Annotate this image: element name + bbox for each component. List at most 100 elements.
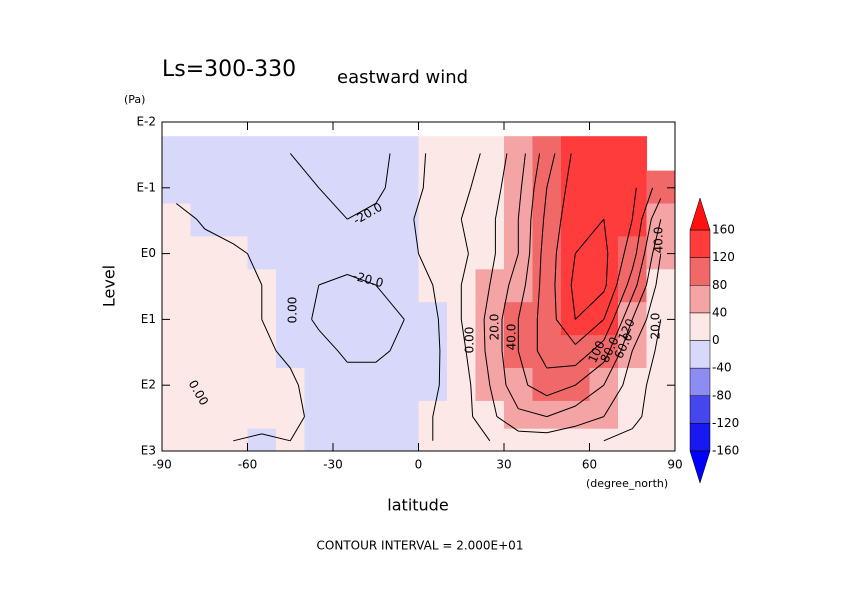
colorbar-label: -160 bbox=[712, 444, 739, 458]
field-cell bbox=[589, 400, 619, 430]
field-cell bbox=[646, 302, 675, 336]
y-tick-label: E0 bbox=[141, 246, 156, 260]
field-cell bbox=[390, 170, 419, 204]
field-cell bbox=[561, 400, 590, 430]
field-cell bbox=[247, 236, 277, 270]
field-cell bbox=[475, 170, 505, 204]
colorbar-band bbox=[689, 367, 711, 396]
field-cell bbox=[475, 203, 505, 237]
field-cell bbox=[162, 302, 191, 336]
field-cell bbox=[361, 236, 391, 270]
colorbar-band bbox=[689, 395, 711, 424]
field-cell bbox=[532, 269, 562, 303]
field-cell bbox=[190, 236, 220, 270]
field-cell bbox=[276, 335, 305, 369]
field-cell bbox=[247, 428, 277, 451]
x-tick-label: 60 bbox=[582, 458, 597, 472]
contour-label: 40.0 bbox=[652, 227, 666, 254]
field-cell bbox=[219, 170, 248, 204]
field-cell bbox=[247, 335, 277, 369]
contour-line bbox=[517, 153, 662, 397]
field-cell bbox=[504, 367, 533, 402]
field-cell bbox=[646, 269, 675, 303]
field-cell bbox=[333, 400, 362, 430]
field-cell bbox=[361, 302, 391, 336]
field-cell bbox=[190, 400, 220, 430]
field-cell bbox=[618, 367, 647, 402]
field-cell bbox=[418, 367, 448, 402]
field-cell bbox=[190, 170, 220, 204]
contour-line bbox=[175, 153, 441, 442]
field-cell bbox=[190, 428, 220, 451]
x-tick-label: 0 bbox=[415, 458, 423, 472]
field-cell bbox=[304, 136, 334, 172]
field-cell bbox=[276, 400, 305, 430]
colorbar-band bbox=[689, 285, 711, 314]
field-cell bbox=[361, 428, 391, 451]
field-cell bbox=[532, 428, 562, 451]
field-cell bbox=[561, 428, 590, 451]
field-cell bbox=[361, 136, 391, 172]
chart-subtitle: eastward wind bbox=[337, 67, 468, 88]
field-cell bbox=[276, 203, 305, 237]
contour-label: 20.0 bbox=[488, 314, 502, 341]
field-cell bbox=[333, 335, 362, 369]
contour-line bbox=[460, 153, 662, 442]
contour-line bbox=[554, 153, 637, 345]
field-cell bbox=[447, 400, 476, 430]
field-cell bbox=[333, 302, 362, 336]
field-cell bbox=[532, 203, 562, 237]
field-cell bbox=[162, 367, 191, 402]
field-cell bbox=[589, 269, 619, 303]
field-cell bbox=[561, 335, 590, 369]
field-cell bbox=[162, 269, 191, 303]
y-unit: (Pa) bbox=[124, 93, 145, 106]
colorbar-band bbox=[689, 229, 711, 258]
field-cell bbox=[190, 302, 220, 336]
field-cell bbox=[561, 203, 590, 237]
field-cell bbox=[475, 400, 505, 430]
field-cell bbox=[390, 400, 419, 430]
field-cell bbox=[532, 236, 562, 270]
field-cell bbox=[390, 236, 419, 270]
field-cell bbox=[333, 428, 362, 451]
field-cell bbox=[418, 136, 448, 172]
x-unit: (degree_north) bbox=[586, 477, 668, 490]
field-cell bbox=[190, 136, 220, 172]
colorbar-over bbox=[689, 197, 711, 231]
field-cell bbox=[162, 400, 191, 430]
x-tick-label: 90 bbox=[667, 458, 682, 472]
contour-label: 0.00 bbox=[286, 297, 300, 324]
field-cell bbox=[333, 136, 362, 172]
field-cell bbox=[162, 335, 191, 369]
colorbar-label: 120 bbox=[712, 250, 735, 264]
field-cell bbox=[304, 400, 334, 430]
field-cell bbox=[276, 428, 305, 451]
field-cell bbox=[276, 302, 305, 336]
field-cell bbox=[390, 428, 419, 451]
field-cell bbox=[304, 428, 334, 451]
field-cell bbox=[418, 203, 448, 237]
x-axis-label: latitude bbox=[387, 496, 448, 515]
field-cell bbox=[276, 236, 305, 270]
field-cell bbox=[219, 428, 248, 451]
field-cell bbox=[190, 269, 220, 303]
field-cell bbox=[646, 367, 675, 402]
field-cell bbox=[247, 367, 277, 402]
field-cell bbox=[276, 170, 305, 204]
field-cell bbox=[589, 170, 619, 204]
field-cell bbox=[304, 203, 334, 237]
field-cell bbox=[532, 400, 562, 430]
field-cell bbox=[390, 136, 419, 172]
field-cell bbox=[219, 136, 248, 172]
colorbar-band bbox=[689, 340, 711, 369]
field-cell bbox=[333, 367, 362, 402]
field-cell bbox=[190, 335, 220, 369]
contour-label: 40.0 bbox=[505, 324, 519, 351]
field-cell bbox=[304, 236, 334, 270]
field-cell bbox=[618, 400, 647, 430]
field-cell bbox=[361, 335, 391, 369]
field-cell bbox=[447, 236, 476, 270]
colorbar-under bbox=[689, 450, 711, 484]
field-cell bbox=[646, 400, 675, 430]
